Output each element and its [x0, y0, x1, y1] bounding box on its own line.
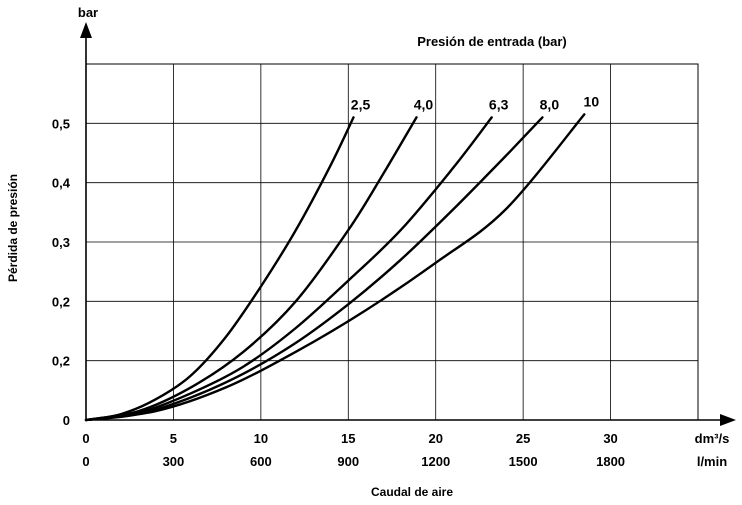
x-unit-primary-label: dm³/s	[695, 431, 730, 446]
y-tick-label: 0,4	[52, 176, 71, 191]
y-tick-label: 0,5	[52, 116, 70, 131]
y-axis-title: Pérdida de presión	[6, 174, 20, 282]
y-tick-label: 0,2	[52, 294, 70, 309]
x-tick-label-secondary: 1200	[421, 454, 450, 469]
tick-labels: 005300106001590020120025150030180000,20,…	[52, 116, 625, 469]
x-tick-label-secondary: 600	[250, 454, 272, 469]
series-line-3	[84, 116, 544, 422]
series-label: 4,0	[414, 96, 434, 112]
x-tick-label: 0	[82, 431, 89, 446]
y-tick-label: 0	[63, 413, 70, 428]
grid	[85, 63, 699, 421]
y-unit-label: bar	[78, 5, 98, 20]
x-tick-label-secondary: 1800	[596, 454, 625, 469]
x-axis-title: Caudal de aire	[371, 485, 453, 499]
chart-title: Presión de entrada (bar)	[417, 34, 567, 49]
x-axis-arrow	[720, 414, 736, 426]
x-unit-secondary-label: l/min	[697, 454, 727, 469]
x-tick-label-secondary: 1500	[509, 454, 538, 469]
x-tick-label-secondary: 900	[337, 454, 359, 469]
y-tick-label: 0,3	[52, 235, 70, 250]
series-label: 6,3	[489, 96, 509, 112]
x-tick-label-secondary: 300	[163, 454, 185, 469]
x-tick-label: 15	[341, 431, 355, 446]
y-tick-label: 0,2	[52, 354, 70, 369]
series-labels: 2,5 4,0 6,3 8,0 10	[351, 93, 600, 112]
series-line-1	[84, 116, 418, 422]
y-axis-arrow	[80, 22, 92, 38]
x-tick-label: 5	[170, 431, 177, 446]
x-tick-label: 30	[603, 431, 617, 446]
x-tick-label-secondary: 0	[82, 454, 89, 469]
series-line-2	[84, 116, 493, 422]
x-tick-label: 20	[428, 431, 442, 446]
series-label: 2,5	[351, 96, 371, 112]
series-line-4	[84, 113, 586, 422]
series-label: 8,0	[540, 96, 560, 112]
x-tick-label: 10	[254, 431, 268, 446]
curves	[84, 113, 586, 422]
series-label: 10	[584, 93, 600, 109]
x-tick-label: 25	[516, 431, 530, 446]
series-line-0	[84, 116, 355, 422]
